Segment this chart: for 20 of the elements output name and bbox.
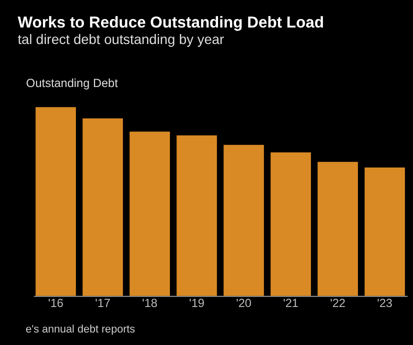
x-tick-label: '18 — [142, 296, 158, 310]
chart-subtitle: tal direct debt outstanding by year — [18, 32, 224, 48]
bar — [270, 152, 311, 296]
bar — [318, 162, 358, 296]
bar — [176, 135, 217, 296]
x-tick-label: '21 — [283, 296, 298, 310]
y-axis-title: Outstanding Debt — [26, 76, 119, 90]
x-tick-label: '16 — [48, 296, 64, 310]
x-tick-label: '22 — [330, 296, 346, 310]
text: e's annual debt reports — [26, 323, 136, 336]
bar — [82, 118, 123, 296]
bar — [36, 107, 76, 296]
bar — [224, 144, 264, 296]
bar — [364, 168, 405, 296]
x-tick-label: '23 — [377, 296, 393, 310]
x-tick-label: '19 — [189, 296, 204, 310]
x-tick-label: '20 — [236, 296, 252, 310]
x-tick-label: '17 — [95, 296, 110, 310]
bar — [130, 132, 170, 296]
chart-title: Works to Reduce Outstanding Debt Load — [18, 14, 324, 32]
